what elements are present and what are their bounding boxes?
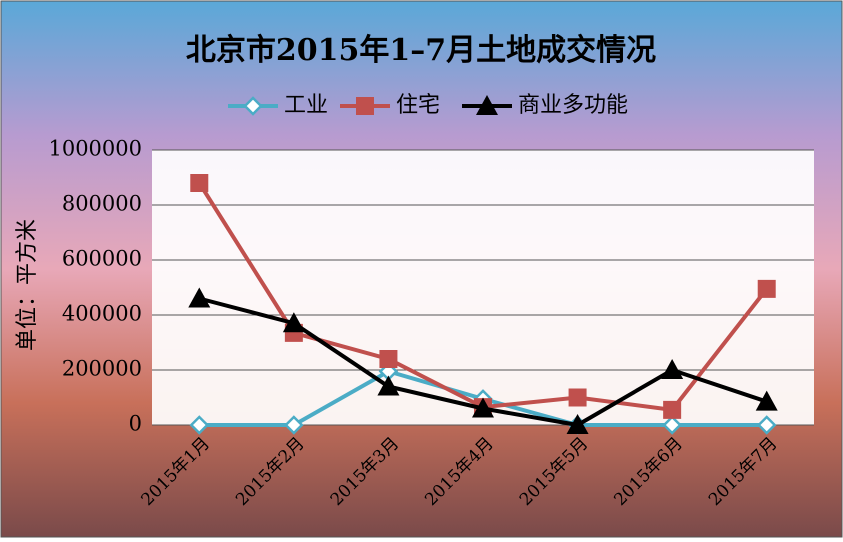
line-marker: [568, 388, 587, 407]
line-marker: [188, 287, 211, 308]
line-marker: [662, 415, 682, 435]
legend-label: 商业多功能: [518, 93, 628, 118]
y-tick-label: 200000: [62, 357, 142, 381]
y-tick-label: 0: [129, 412, 142, 436]
line-marker: [284, 415, 304, 435]
line-marker: [189, 415, 210, 435]
line-marker: [377, 375, 400, 396]
line-marker: [661, 359, 684, 379]
legend-marker: [243, 96, 263, 116]
legend-label: 工业: [284, 93, 328, 118]
chart-title: 北京市2015年1–7月土地成交情况: [186, 33, 656, 68]
line-marker: [379, 350, 398, 368]
y-tick-label: 600000: [62, 247, 142, 271]
line-marker: [663, 400, 682, 419]
line-marker: [756, 415, 777, 435]
legend-marker: [476, 95, 498, 115]
y-tick-label: 1000000: [48, 137, 142, 161]
line-marker: [472, 397, 494, 418]
y-axis-label: 单位：平方米: [15, 219, 40, 351]
line-marker: [566, 414, 589, 434]
line-marker: [755, 390, 778, 411]
line-marker: [190, 174, 209, 192]
line-marker: [757, 279, 776, 298]
legend-label: 住宅: [396, 93, 440, 118]
y-tick-label: 400000: [62, 302, 142, 326]
legend-marker: [356, 97, 374, 115]
y-tick-label: 800000: [62, 192, 142, 216]
line-marker: [282, 312, 305, 333]
